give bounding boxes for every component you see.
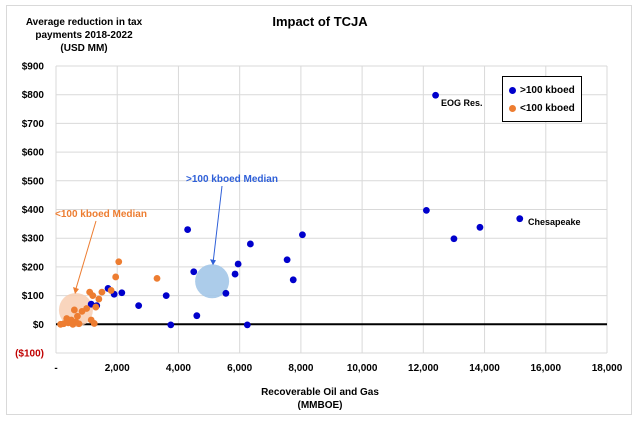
y-tick-label: $500: [22, 176, 45, 187]
annotation-chesapeake: Chesapeake: [528, 217, 581, 227]
median-arrow-small: [74, 220, 97, 293]
data-point-small: [112, 273, 120, 281]
data-point-large: [167, 321, 175, 329]
y-tick-label: $900: [22, 62, 45, 73]
x-tick-label: 16,000: [530, 363, 561, 374]
data-point-small: [90, 320, 98, 327]
chart-frame: [6, 5, 632, 415]
data-point-large: [193, 312, 201, 320]
legend: >100 kboed <100 kboed: [502, 76, 582, 122]
legend-label-small: <100 kboed: [520, 102, 575, 114]
x-axis-title-line: (MMBOE): [297, 400, 343, 411]
x-tick-label: 2,000: [105, 363, 130, 374]
data-point-large: [135, 302, 143, 310]
median-label-large: >100 kboed Median: [186, 174, 278, 185]
x-tick-label: 18,000: [592, 363, 623, 374]
y-tick-label: $200: [22, 262, 45, 273]
legend-marker-large: [509, 86, 516, 94]
x-tick-label: 4,000: [166, 363, 191, 374]
y-axis-title-line: payments 2018-2022: [35, 30, 133, 41]
data-point-large: [243, 321, 251, 329]
chart-title: Impact of TCJA: [272, 14, 368, 29]
data-point-small: [115, 258, 123, 266]
y-tick-label: $400: [22, 205, 45, 216]
median-arrow-large: [212, 185, 223, 264]
data-point-small: [83, 305, 91, 312]
data-point-large: [246, 240, 254, 248]
y-tick-label: $600: [22, 148, 45, 159]
data-point-small: [98, 288, 106, 296]
y-tick-label: $100: [22, 291, 45, 302]
y-tick-label: $0: [33, 320, 45, 331]
x-tick-label: 10,000: [347, 363, 378, 374]
median-label-small: <100 kboed Median: [55, 209, 147, 220]
x-tick-label: 6,000: [227, 363, 252, 374]
y-tick-label: $300: [22, 234, 45, 245]
legend-entry-small: <100 kboed: [509, 101, 575, 115]
median-arrowhead-small: [73, 286, 79, 294]
y-tick-label: ($100): [15, 349, 44, 360]
data-point-large: [234, 260, 242, 268]
x-tick-label: 8,000: [288, 363, 313, 374]
data-point-small: [89, 292, 97, 299]
data-point-small: [70, 306, 78, 314]
data-point-large: [516, 215, 524, 223]
x-axis-title: Recoverable Oil and Gas (MMBOE): [0, 386, 640, 412]
data-point-large: [422, 206, 430, 214]
data-point-small: [153, 274, 161, 282]
data-point-small: [92, 303, 100, 311]
x-tick-label: 12,000: [408, 363, 439, 374]
data-point-large: [222, 289, 230, 297]
data-point-small: [107, 287, 115, 294]
median-bubble-large: [195, 264, 230, 299]
data-point-large: [162, 292, 170, 299]
data-point-large: [118, 289, 126, 297]
y-axis-title-line: Average reduction in tax: [25, 17, 143, 28]
data-point-large: [231, 270, 239, 278]
y-axis-title: Average reduction in tax payments 2018-2…: [14, 16, 154, 55]
data-point-small: [75, 320, 83, 328]
legend-label-large: >100 kboed: [520, 84, 575, 96]
data-point-large: [184, 226, 192, 233]
data-point-large: [283, 256, 291, 264]
data-point-large: [289, 276, 297, 284]
data-point-small: [74, 312, 81, 320]
data-point-large: [450, 235, 458, 243]
x-tick-label: 14,000: [469, 363, 500, 374]
y-tick-label: $800: [22, 90, 45, 101]
x-axis-title-line: Recoverable Oil and Gas: [261, 387, 379, 398]
legend-entry-large: >100 kboed: [509, 83, 575, 97]
data-point-large: [299, 231, 306, 239]
data-point-large: [190, 268, 198, 276]
annotation-eog: EOG Res.: [441, 98, 483, 108]
legend-marker-small: [509, 104, 516, 112]
y-tick-label: $700: [22, 119, 45, 130]
median-arrowhead-large: [210, 259, 216, 266]
y-axis-title-line: (USD MM): [60, 43, 108, 54]
data-point-large: [476, 223, 484, 231]
x-tick-label: -: [54, 363, 57, 374]
data-point-small: [95, 295, 103, 303]
data-point-large: [432, 91, 439, 99]
